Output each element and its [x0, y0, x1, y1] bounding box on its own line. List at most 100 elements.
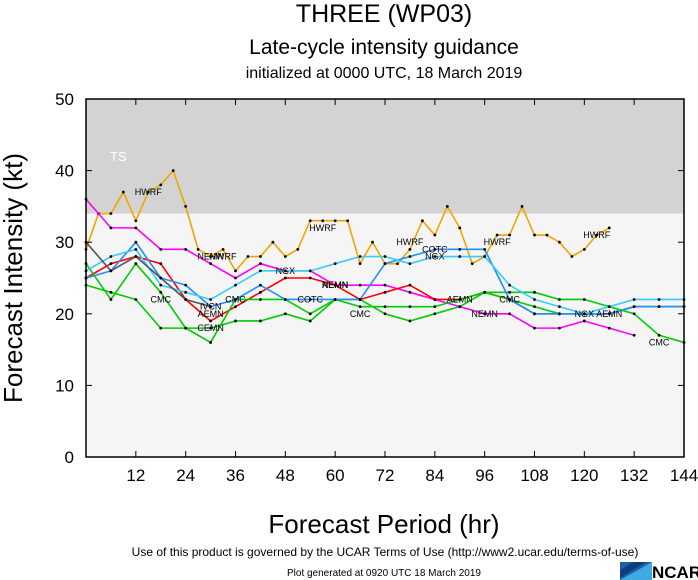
model-label-ngx: NGX	[276, 266, 296, 276]
data-point-ngx	[383, 255, 387, 258]
data-point-aemn	[259, 290, 262, 294]
data-point-aemn	[433, 298, 437, 301]
model-label-aemn: AEMN	[596, 309, 622, 319]
data-point-cotc	[558, 312, 561, 316]
data-point-nemn	[607, 326, 611, 330]
model-label-cemn: CEMN	[197, 323, 224, 333]
data-point-hwrf	[570, 255, 574, 258]
data-point-cmc	[533, 290, 536, 294]
data-point-cotc	[134, 240, 138, 244]
x-tick-label: 60	[326, 466, 345, 485]
model-label-ngx: NGX	[425, 252, 445, 262]
x-axis-title: Forecast Period (hr)	[268, 509, 499, 539]
data-point-cemn	[533, 305, 536, 309]
data-point-aemn	[109, 262, 113, 266]
data-point-cotc	[259, 283, 262, 287]
data-point-cmc	[259, 298, 262, 301]
data-point-cotc	[308, 298, 312, 301]
data-point-ngx	[308, 269, 312, 273]
data-point-cmc	[134, 262, 138, 266]
data-point-hwrf	[196, 247, 200, 251]
data-point-ngx	[184, 290, 188, 294]
data-point-nemn	[582, 319, 586, 323]
data-point-ngx	[582, 312, 586, 316]
data-point-nemn	[209, 262, 212, 266]
model-label-hwrf: HWRF	[309, 223, 336, 233]
data-point-hwrf	[358, 262, 362, 266]
data-point-cmc	[632, 312, 636, 316]
x-tick-label: 48	[276, 466, 295, 485]
data-point-ngx	[209, 298, 212, 301]
data-point-ngx	[283, 269, 287, 273]
y-axis-title: Forecast Intensity (kt)	[0, 153, 28, 403]
data-point-nemn	[234, 276, 237, 280]
model-label-cotc: COTC	[422, 244, 448, 254]
data-point-hwrf	[433, 233, 437, 237]
x-tick-label: 108	[520, 466, 548, 485]
data-point-cmc	[508, 290, 511, 294]
model-label-nemn: NEMN	[322, 280, 349, 290]
data-point-cotc	[458, 247, 462, 251]
model-label-aemn: AEMN	[198, 309, 224, 319]
series-line-ivcn	[85, 241, 211, 308]
data-point-cemn	[433, 312, 437, 316]
data-point-ngx	[458, 255, 462, 258]
y-tick-label: 30	[55, 233, 74, 252]
init-time: initialized at 0000 UTC, 18 March 2019	[246, 65, 523, 82]
model-label-ivcn: IVCN	[200, 302, 222, 312]
tropical-storm-band	[86, 99, 684, 214]
model-label-aemn: AEMN	[447, 294, 473, 304]
data-point-cemn	[283, 312, 287, 316]
x-tick-label: 96	[475, 466, 494, 485]
data-point-hwrf	[146, 190, 150, 194]
data-point-ivcn	[109, 269, 113, 273]
model-label-hwrf: HWRF	[583, 230, 610, 240]
data-point-hwrf	[221, 247, 225, 251]
data-point-cmc	[358, 305, 362, 309]
y-tick-label: 50	[55, 90, 74, 109]
data-point-hwrf	[408, 247, 412, 251]
band-label: TS	[110, 149, 127, 164]
plot-generated: Plot generated at 0920 UTC 18 March 2019	[287, 568, 481, 579]
model-label-aemn: AEMN	[322, 280, 348, 290]
model-label-nemn: NEMN	[197, 252, 224, 262]
data-point-ngx	[632, 298, 636, 301]
data-point-hwrf	[333, 219, 337, 223]
data-point-ngx	[358, 255, 362, 258]
data-point-aemn	[383, 290, 387, 294]
terms-of-use: Use of this product is governed by the U…	[132, 545, 639, 559]
chart-subtitle: Late-cycle intensity guidance	[249, 36, 519, 59]
data-point-ngx	[134, 247, 138, 251]
data-point-hwrf	[396, 262, 399, 266]
data-point-ngx	[483, 255, 487, 258]
data-point-cotc	[184, 283, 188, 287]
data-point-aemn	[283, 276, 287, 280]
y-tick-label: 0	[65, 448, 74, 467]
model-label-nemn: NEMN	[471, 309, 498, 319]
data-point-ngx	[159, 283, 163, 287]
data-point-aemn	[209, 319, 212, 323]
data-point-cotc	[433, 247, 437, 251]
data-point-nemn	[184, 247, 188, 251]
data-point-cmc	[159, 290, 163, 294]
data-point-cmc	[582, 298, 586, 301]
data-point-hwrf	[520, 205, 524, 208]
model-label-ngx: NGX	[575, 309, 595, 319]
data-point-ivcn	[159, 276, 163, 280]
data-point-nemn	[159, 247, 163, 251]
data-point-nemn	[134, 226, 138, 230]
data-point-cemn	[259, 319, 262, 323]
data-point-nemn	[508, 312, 511, 316]
data-point-cotc	[234, 298, 237, 301]
data-point-hwrf	[259, 255, 262, 258]
data-point-hwrf	[558, 240, 561, 244]
data-point-nemn	[383, 283, 387, 287]
model-label-hwrf: HWRF	[396, 237, 423, 247]
model-label-cmc: CMC	[225, 294, 246, 304]
model-label-cmc: CMC	[350, 309, 371, 319]
data-point-aemn	[159, 262, 163, 266]
model-label-cmc: CMC	[649, 337, 670, 347]
data-point-hwrf	[109, 212, 113, 215]
data-point-nemn	[408, 290, 412, 294]
